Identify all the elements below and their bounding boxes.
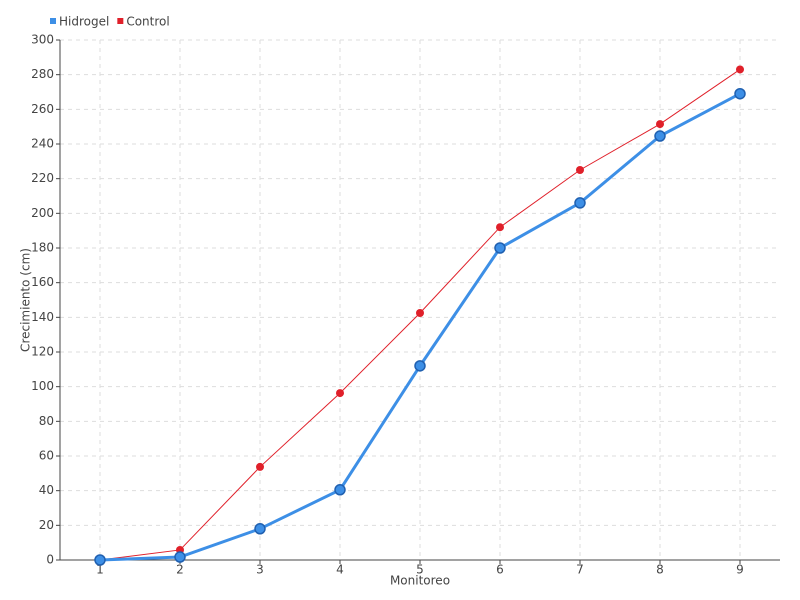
x-tick-label: 4 — [336, 563, 344, 577]
legend-label: Control — [126, 15, 169, 29]
y-tick-label: 120 — [31, 345, 54, 359]
y-tick-label: 140 — [31, 310, 54, 324]
data-point — [734, 87, 746, 100]
y-tick-label: 0 — [46, 553, 54, 567]
y-tick-label: 20 — [39, 518, 54, 532]
y-tick-label: 40 — [39, 483, 54, 497]
data-point — [254, 523, 266, 535]
y-tick-label: 200 — [31, 206, 54, 220]
y-tick-label: 160 — [31, 275, 54, 289]
legend-label: Hidrogel — [59, 15, 109, 29]
data-point — [416, 309, 424, 317]
data-point — [654, 130, 666, 142]
y-tick-label: 80 — [39, 414, 54, 428]
y-tick-label: 300 — [31, 33, 54, 47]
x-tick-label: 2 — [176, 563, 184, 577]
data-point — [174, 551, 186, 563]
x-tick-label: 7 — [576, 563, 584, 577]
data-point — [576, 166, 584, 174]
y-tick-label: 280 — [31, 67, 54, 81]
y-tick-label: 180 — [31, 241, 54, 255]
x-tick-label: 5 — [416, 563, 424, 577]
x-tick-label: 1 — [96, 563, 104, 577]
data-point — [334, 484, 346, 496]
data-point — [256, 462, 264, 471]
legend-swatch — [50, 18, 56, 24]
data-point — [574, 197, 586, 209]
y-tick-label: 60 — [39, 449, 54, 463]
y-tick-label: 220 — [31, 171, 54, 185]
x-axis-label: Monitoreo — [390, 574, 450, 588]
data-point — [656, 120, 664, 129]
data-point — [414, 360, 426, 372]
y-tick-label: 240 — [31, 137, 54, 151]
data-point — [336, 389, 344, 398]
data-point — [494, 242, 506, 254]
y-tick-label: 100 — [31, 379, 54, 393]
y-tick-label: 260 — [31, 102, 54, 116]
x-tick-label: 8 — [656, 563, 664, 577]
data-point — [94, 554, 106, 566]
data-point — [496, 223, 504, 232]
legend-swatch — [117, 18, 124, 24]
x-tick-label: 9 — [736, 563, 744, 577]
data-point — [736, 65, 744, 74]
x-tick-label: 6 — [496, 563, 504, 577]
y-axis-label: Crecimiento (cm) — [19, 248, 33, 352]
x-tick-label: 3 — [256, 563, 264, 577]
